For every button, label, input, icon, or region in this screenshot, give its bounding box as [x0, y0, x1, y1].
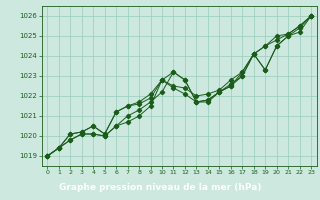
Text: Graphe pression niveau de la mer (hPa): Graphe pression niveau de la mer (hPa) — [59, 182, 261, 192]
